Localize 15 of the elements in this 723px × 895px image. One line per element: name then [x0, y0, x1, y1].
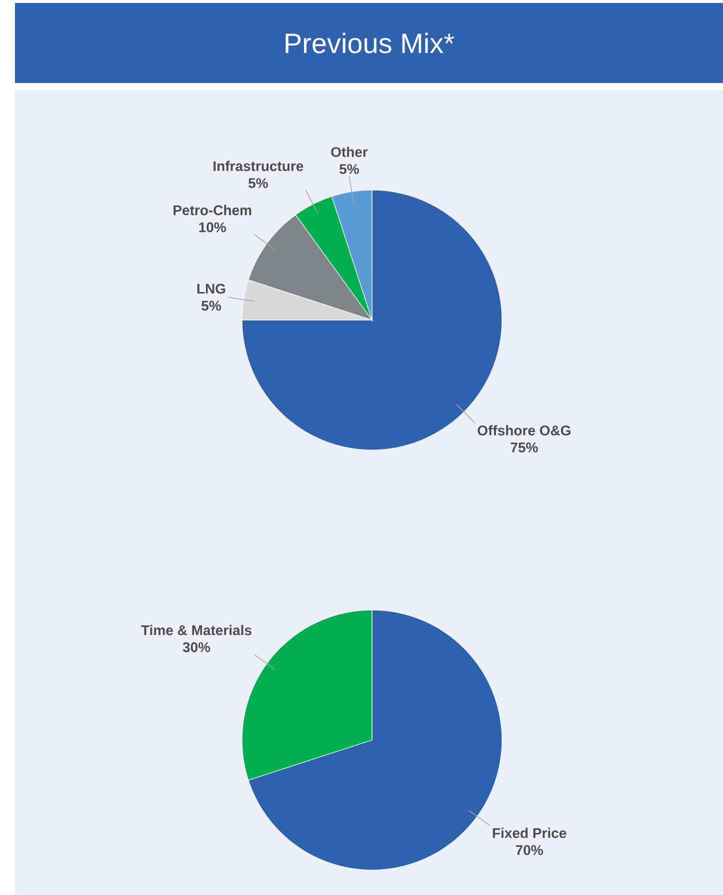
chart-title: Previous Mix*	[286, 32, 454, 54]
slice-label: LNG	[197, 284, 226, 294]
slice-label: Time & Materials	[141, 624, 252, 636]
data-label: 30%	[182, 642, 210, 652]
data-label: 5%	[202, 300, 221, 311]
slice-label: Other	[331, 146, 368, 157]
slice-label: Petro-Chem	[174, 204, 252, 216]
data-label: 5%	[340, 164, 359, 174]
data-label: 75%	[510, 442, 538, 452]
slice-label: Fixed Price	[492, 828, 566, 838]
slice-label: Infrastructure	[214, 160, 304, 172]
data-label: 10%	[199, 222, 226, 232]
data-label: 5%	[248, 178, 268, 188]
data-label: 70%	[516, 845, 543, 856]
slice-label: Offshore O&G	[478, 425, 570, 436]
